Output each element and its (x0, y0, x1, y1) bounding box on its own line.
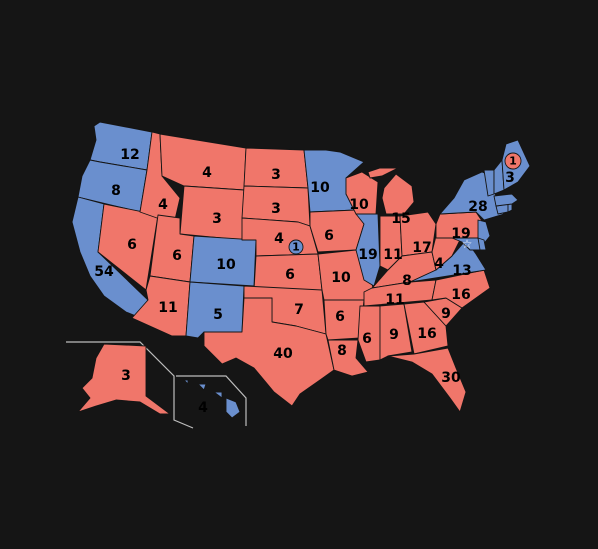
label-wa: 12 (120, 147, 139, 163)
state-mi[interactable] (367, 167, 415, 215)
label-va: 13 (452, 263, 471, 279)
label-me-2: 1 (509, 155, 517, 168)
label-me: 3 (505, 170, 515, 186)
state-hi[interactable] (183, 379, 241, 419)
state-al[interactable] (379, 303, 413, 361)
label-id: 4 (158, 197, 168, 213)
label-ks: 6 (285, 267, 295, 283)
label-ny: 28 (468, 199, 487, 215)
state-labels: 12 8 54 4 6 4 3 6 11 10 5 3 3 4 1 6 7 40… (94, 147, 517, 416)
label-nd: 3 (271, 167, 281, 183)
state-mt[interactable] (159, 133, 247, 191)
label-wi: 10 (349, 197, 369, 213)
label-co: 10 (216, 257, 236, 273)
label-in: 11 (383, 247, 402, 263)
label-ms: 6 (362, 331, 372, 347)
label-ar: 6 (335, 309, 345, 325)
label-sc: 9 (441, 306, 451, 322)
label-nm: 5 (213, 307, 223, 323)
label-mi: 15 (391, 211, 410, 227)
alaska-inset-border (66, 341, 194, 429)
label-la: 8 (337, 343, 347, 359)
state-il[interactable] (355, 213, 381, 287)
state-de[interactable] (477, 237, 487, 251)
state-nc[interactable] (431, 269, 491, 309)
state-ri[interactable] (507, 203, 513, 213)
label-mo: 10 (331, 270, 351, 286)
label-sd: 3 (271, 201, 281, 217)
label-ky: 8 (402, 273, 412, 289)
label-az: 11 (158, 300, 177, 316)
state-ak[interactable] (77, 343, 171, 415)
state-ma[interactable] (493, 193, 519, 207)
label-ne-2: 1 (292, 241, 300, 254)
label-nc: 16 (451, 287, 470, 303)
label-al: 9 (389, 327, 399, 343)
state-md[interactable] (451, 237, 483, 251)
state-ga[interactable] (403, 301, 449, 355)
state-ms[interactable] (357, 305, 381, 363)
label-fl: 30 (441, 370, 461, 386)
state-oh[interactable] (399, 211, 437, 257)
label-oh: 17 (412, 240, 431, 256)
label-hi: 4 (198, 400, 208, 416)
district-me-2[interactable] (504, 152, 522, 170)
label-ga: 16 (417, 326, 436, 342)
label-il: 19 (358, 247, 377, 263)
label-ne: 4 (274, 231, 284, 247)
state-tx[interactable] (203, 297, 335, 407)
label-ia: 6 (324, 228, 334, 244)
state-ar[interactable] (323, 299, 365, 341)
state-fl[interactable] (387, 347, 467, 413)
hawaii-inset-border (176, 375, 247, 426)
label-wy: 3 (212, 211, 222, 227)
label-nv: 6 (127, 237, 137, 253)
dc-star-icon: ☆ (462, 237, 473, 251)
label-mn: 10 (310, 180, 330, 196)
label-tx: 40 (273, 346, 293, 362)
label-ok: 7 (294, 302, 304, 318)
label-wv: 4 (434, 256, 444, 272)
district-ne-2[interactable] (288, 239, 304, 255)
state-ia[interactable] (309, 209, 365, 253)
label-ca: 54 (94, 264, 114, 280)
label-ak: 3 (121, 368, 131, 384)
label-mt: 4 (202, 165, 212, 181)
label-or: 8 (111, 183, 121, 199)
label-pa: 19 (451, 226, 470, 242)
label-ut: 6 (172, 248, 182, 264)
label-tn: 11 (385, 292, 404, 308)
